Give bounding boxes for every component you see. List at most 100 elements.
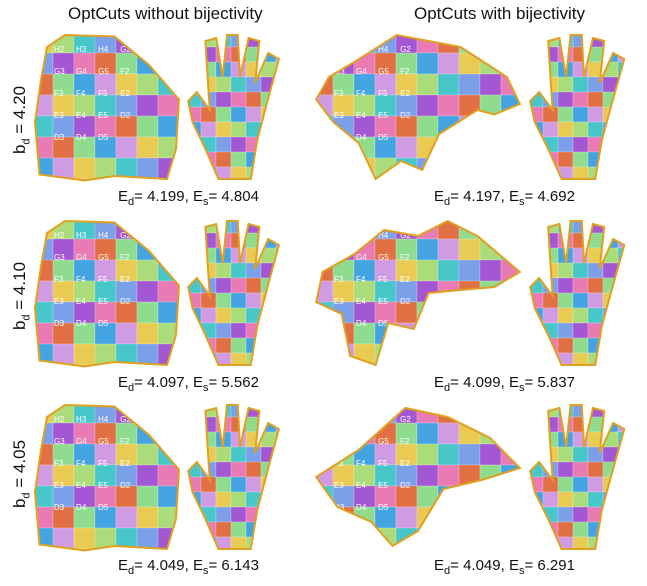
uv-chart-left-row3: H2 H3 H4 G2 G3 G4 G5 F2 F3 F4 F5 E2 E3 E4 E5 D2 D3 D4 D5 <box>33 403 181 552</box>
uv-grid-label: G2 <box>120 231 131 240</box>
uv-grid-label: D4 <box>76 319 87 328</box>
uv-grid-label: G2 <box>400 231 411 240</box>
uv-grid-label: H2 <box>54 45 65 54</box>
uv-grid-label: G5 <box>378 437 389 446</box>
uv-grid-label: F4 <box>356 89 366 98</box>
uv-grid-label: D2 <box>120 111 131 120</box>
uv-grid-label: G3 <box>54 67 65 76</box>
uv-grid-label: D3 <box>54 319 65 328</box>
uv-grid-label: H4 <box>98 45 109 54</box>
row-label-1: bd = 4.20 <box>10 85 33 155</box>
hand-render-left-row2 <box>187 220 281 366</box>
uv-grid-label: G2 <box>400 45 411 54</box>
uv-grid-label: G3 <box>54 437 65 446</box>
uv-grid-label: D2 <box>400 297 411 306</box>
uv-grid-label: F4 <box>76 89 86 98</box>
uv-grid-label: E2 <box>120 89 130 98</box>
uv-grid-label: E3 <box>54 111 64 120</box>
uv-grid-label: D2 <box>400 481 411 490</box>
uv-grid-label: D2 <box>400 111 411 120</box>
uv-grid-label: D5 <box>378 503 389 512</box>
uv-grid-label: E3 <box>54 481 64 490</box>
metric-row1-left: Ed= 4.199, Es= 4.804 <box>118 188 259 208</box>
uv-grid-label: D3 <box>54 503 65 512</box>
uv-grid-label: G4 <box>76 253 87 262</box>
uv-grid-label: G5 <box>98 253 109 262</box>
uv-grid-label: F5 <box>378 459 388 468</box>
uv-grid-label: E5 <box>98 481 108 490</box>
uv-grid-label: E4 <box>76 481 86 490</box>
hand-render-left-row1 <box>187 34 281 180</box>
uv-grid-label: F2 <box>120 253 130 262</box>
uv-grid-label: F4 <box>76 459 86 468</box>
uv-grid-label: E2 <box>120 275 130 284</box>
uv-grid-label: H2 <box>334 231 345 240</box>
hand-render-right-row3 <box>529 404 626 550</box>
uv-grid-label: F3 <box>334 89 344 98</box>
uv-grid-label: E2 <box>400 275 410 284</box>
uv-grid-label: E5 <box>98 297 108 306</box>
uv-grid-label: E4 <box>356 111 366 120</box>
uv-grid-label: D4 <box>356 319 367 328</box>
column-title-right: OptCuts with bijectivity <box>414 4 585 23</box>
uv-grid-label: F5 <box>378 89 388 98</box>
uv-grid-label: F2 <box>120 67 130 76</box>
row-label-2: bd = 4.10 <box>10 261 33 331</box>
uv-grid-label: F3 <box>54 275 64 284</box>
uv-grid-label: E5 <box>378 111 388 120</box>
uv-grid-label: F2 <box>120 437 130 446</box>
uv-grid-label: H3 <box>76 45 87 54</box>
uv-grid-label: H3 <box>356 231 367 240</box>
hand-render-left-row3 <box>187 404 281 550</box>
uv-chart-left-row1: H2 H3 H4 G2 G3 G4 G5 F2 F3 F4 F5 E2 E3 E4 E5 D2 D3 D4 D5 <box>33 33 181 182</box>
uv-grid-label: E4 <box>76 111 86 120</box>
uv-grid-label: H2 <box>54 415 65 424</box>
uv-grid-label: D5 <box>378 133 389 142</box>
uv-grid-label: H4 <box>378 415 389 424</box>
uv-grid-label: E2 <box>400 459 410 468</box>
uv-grid-label: F2 <box>400 253 410 262</box>
uv-grid-label: D2 <box>120 297 131 306</box>
uv-grid-label: G2 <box>120 45 131 54</box>
uv-grid-label: H2 <box>334 415 345 424</box>
uv-grid-label: H3 <box>356 415 367 424</box>
uv-grid-label: F4 <box>356 275 366 284</box>
uv-grid-label: F3 <box>334 275 344 284</box>
uv-grid-label: G4 <box>76 437 87 446</box>
uv-grid-label: G2 <box>400 415 411 424</box>
uv-grid-label: G5 <box>378 253 389 262</box>
uv-grid-label: E2 <box>400 89 410 98</box>
uv-grid-label: H2 <box>54 231 65 240</box>
uv-grid-label: D4 <box>76 133 87 142</box>
uv-grid-label: F2 <box>400 67 410 76</box>
uv-grid-label: F4 <box>356 459 366 468</box>
uv-grid-label: H4 <box>378 231 389 240</box>
uv-grid-label: G4 <box>76 67 87 76</box>
uv-grid-label: F2 <box>400 437 410 446</box>
uv-grid-label: G3 <box>334 437 345 446</box>
uv-grid-label: D4 <box>356 133 367 142</box>
metric-row2-left: Ed= 4.097, Es= 5.562 <box>118 374 259 394</box>
uv-grid-label: E5 <box>378 297 388 306</box>
uv-grid-label: D5 <box>378 319 389 328</box>
uv-grid-label: F5 <box>378 275 388 284</box>
metric-row3-left: Ed= 4.049, Es= 6.143 <box>118 557 259 577</box>
uv-grid-label: E2 <box>120 459 130 468</box>
uv-grid-label: H4 <box>98 231 109 240</box>
uv-grid-label: F5 <box>98 459 108 468</box>
uv-grid-label: F5 <box>98 275 108 284</box>
uv-grid-label: G5 <box>98 437 109 446</box>
uv-grid-label: H3 <box>356 45 367 54</box>
metric-row1-right: Ed= 4.197, Es= 4.692 <box>434 188 575 208</box>
hand-render-right-row2 <box>529 220 626 366</box>
uv-grid-label: G3 <box>54 253 65 262</box>
uv-grid-label: F3 <box>54 459 64 468</box>
column-title-left: OptCuts without bijectivity <box>68 4 263 23</box>
uv-grid-label: G2 <box>120 415 131 424</box>
uv-grid-label: H4 <box>98 415 109 424</box>
uv-grid-label: H4 <box>378 45 389 54</box>
uv-chart-left-row2: H2 H3 H4 G2 G3 G4 G5 F2 F3 F4 F5 E2 E3 E4 E5 D2 D3 D4 D5 <box>33 219 181 368</box>
metric-row2-right: Ed= 4.099, Es= 5.837 <box>434 374 575 394</box>
